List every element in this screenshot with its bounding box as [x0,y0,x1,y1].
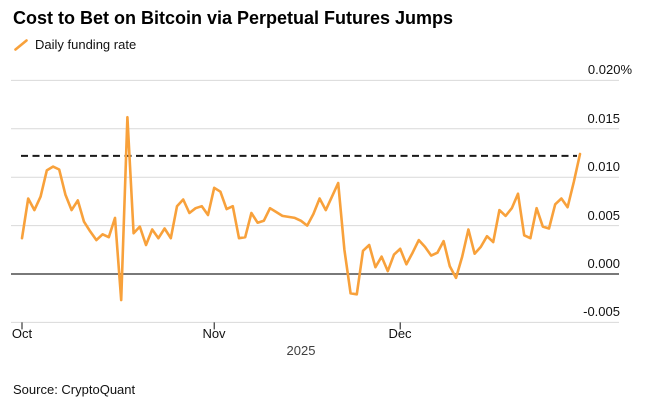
x-tick-label: Dec [388,326,412,341]
chart-title: Cost to Bet on Bitcoin via Perpetual Fut… [13,8,454,28]
x-tick-label: Nov [202,326,226,341]
x-tick-label: Oct [11,326,33,341]
source-label: Source: CryptoQuant [13,382,136,397]
legend: Daily funding rate [13,37,136,52]
x-axis: Oct Nov Dec [0,326,645,342]
legend-label: Daily funding rate [35,37,137,52]
year-label: 2025 [286,343,316,358]
line-series-icon [14,38,28,51]
funding-rate-line [20,115,582,302]
